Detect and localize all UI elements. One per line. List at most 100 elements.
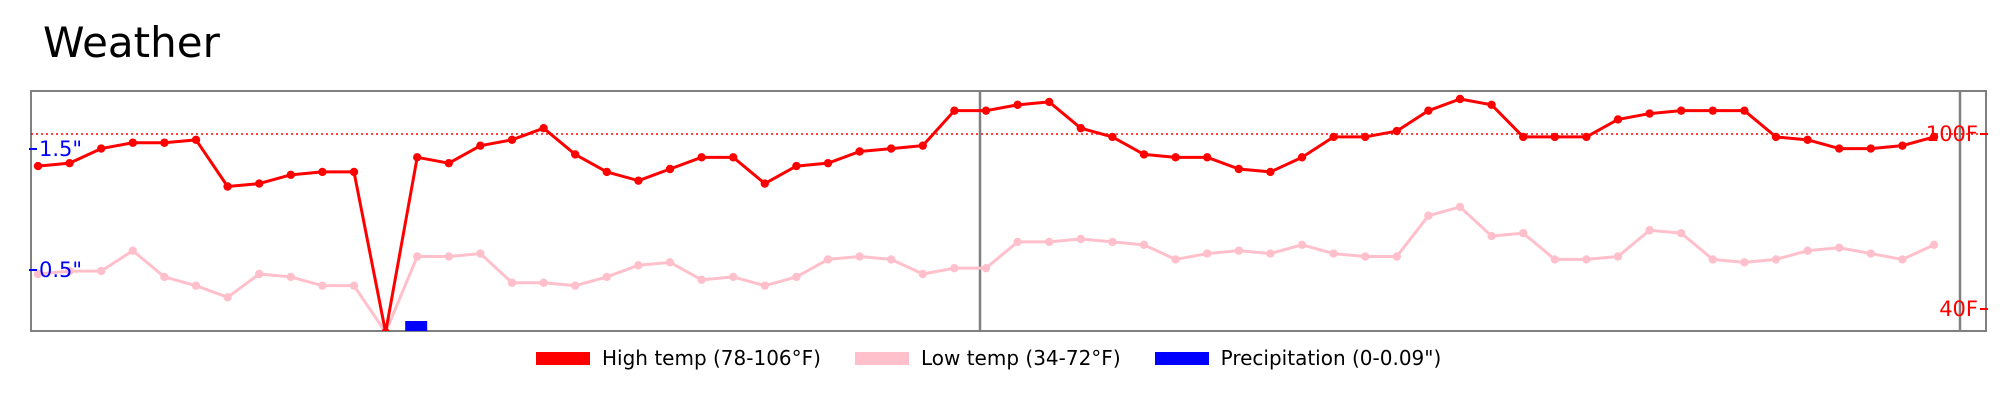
point-low	[1171, 255, 1180, 264]
point-low	[223, 293, 232, 302]
legend-swatch-high	[536, 351, 590, 365]
point-low	[665, 258, 675, 267]
point-low	[1866, 249, 1876, 258]
legend-item-high: High temp (78-106°F)	[536, 346, 821, 370]
point-low	[1234, 246, 1244, 255]
point-low	[1045, 237, 1054, 247]
point-high	[1803, 135, 1812, 145]
point-low	[1203, 249, 1212, 258]
point-low	[539, 278, 548, 287]
point-low	[1108, 237, 1117, 247]
point-high	[1234, 164, 1244, 174]
point-low	[1487, 231, 1496, 241]
point-high	[539, 123, 548, 133]
point-high	[65, 158, 74, 168]
point-high	[128, 138, 137, 147]
point-high	[1108, 132, 1117, 142]
point-low	[1392, 252, 1402, 261]
point-high	[1203, 153, 1212, 162]
point-low	[255, 269, 264, 279]
point-high	[1361, 132, 1370, 142]
point-high	[792, 161, 801, 171]
legend-label-high: High temp (78-106°F)	[602, 346, 821, 370]
point-high	[1582, 132, 1591, 142]
chart-title: Weather	[43, 18, 220, 67]
temp-tick-label: 100F	[1926, 122, 1978, 146]
point-low	[855, 252, 864, 261]
point-low	[507, 278, 517, 287]
point-high	[444, 158, 453, 168]
point-low	[1076, 234, 1086, 244]
point-low	[697, 275, 706, 285]
precip-tick-label: 0.5"	[39, 258, 82, 282]
point-low	[1361, 252, 1370, 261]
point-high	[1013, 100, 1022, 110]
point-high	[1613, 115, 1623, 124]
point-low	[1582, 255, 1591, 264]
point-high	[1455, 94, 1465, 104]
point-low	[1708, 255, 1718, 264]
point-high	[665, 164, 675, 174]
precip-tick-label: 1.5"	[39, 137, 82, 161]
point-high	[697, 153, 706, 162]
point-high	[476, 141, 485, 150]
point-low	[887, 255, 896, 264]
legend-swatch-low	[854, 351, 909, 365]
point-high	[1424, 106, 1433, 115]
point-high	[1487, 100, 1496, 110]
point-high	[1677, 106, 1686, 115]
point-high	[1740, 106, 1749, 115]
point-low	[1297, 240, 1307, 250]
point-high	[381, 328, 390, 331]
legend-swatch-precip	[1154, 351, 1209, 365]
point-low	[1645, 226, 1654, 235]
point-high	[760, 179, 769, 188]
point-high	[1329, 132, 1338, 142]
point-high	[1297, 153, 1307, 162]
point-high	[33, 161, 43, 171]
point-low	[602, 272, 611, 282]
legend-label-precip: Precipitation (0-0.09")	[1220, 346, 1442, 370]
point-high	[349, 167, 359, 177]
point-low	[1740, 258, 1749, 267]
point-low	[1613, 252, 1623, 261]
point-high	[1519, 132, 1528, 142]
point-high	[729, 153, 738, 162]
point-low	[729, 272, 738, 282]
point-high	[1392, 126, 1402, 136]
point-low	[1677, 228, 1686, 238]
point-low	[1266, 249, 1275, 258]
point-high	[1266, 167, 1275, 177]
point-low	[1329, 249, 1338, 258]
point-high	[981, 106, 991, 115]
point-high	[1550, 132, 1560, 142]
point-low	[286, 272, 295, 282]
point-low	[981, 263, 991, 273]
point-low	[634, 261, 643, 270]
point-low	[1771, 255, 1781, 264]
point-low	[65, 266, 74, 276]
point-low	[1455, 202, 1465, 212]
point-high	[413, 153, 422, 162]
legend-item-low: Low temp (34-72°F)	[854, 346, 1121, 370]
point-high	[223, 182, 232, 191]
plot-frame	[30, 90, 1987, 332]
point-high	[97, 144, 106, 153]
point-low	[1550, 255, 1560, 264]
point-high	[1139, 150, 1149, 159]
point-low	[1139, 240, 1149, 250]
point-high	[1929, 132, 1939, 142]
point-high	[255, 179, 264, 188]
point-high	[1898, 141, 1907, 150]
point-low	[444, 252, 453, 261]
temp-tick-label: 40F	[1939, 297, 1978, 321]
point-low	[1803, 246, 1812, 255]
precip-bar	[405, 321, 428, 331]
point-low	[1424, 211, 1433, 220]
point-high	[1835, 144, 1844, 153]
point-high	[1076, 123, 1086, 133]
point-high	[191, 135, 201, 145]
point-low	[97, 266, 106, 276]
point-high	[1771, 132, 1781, 142]
